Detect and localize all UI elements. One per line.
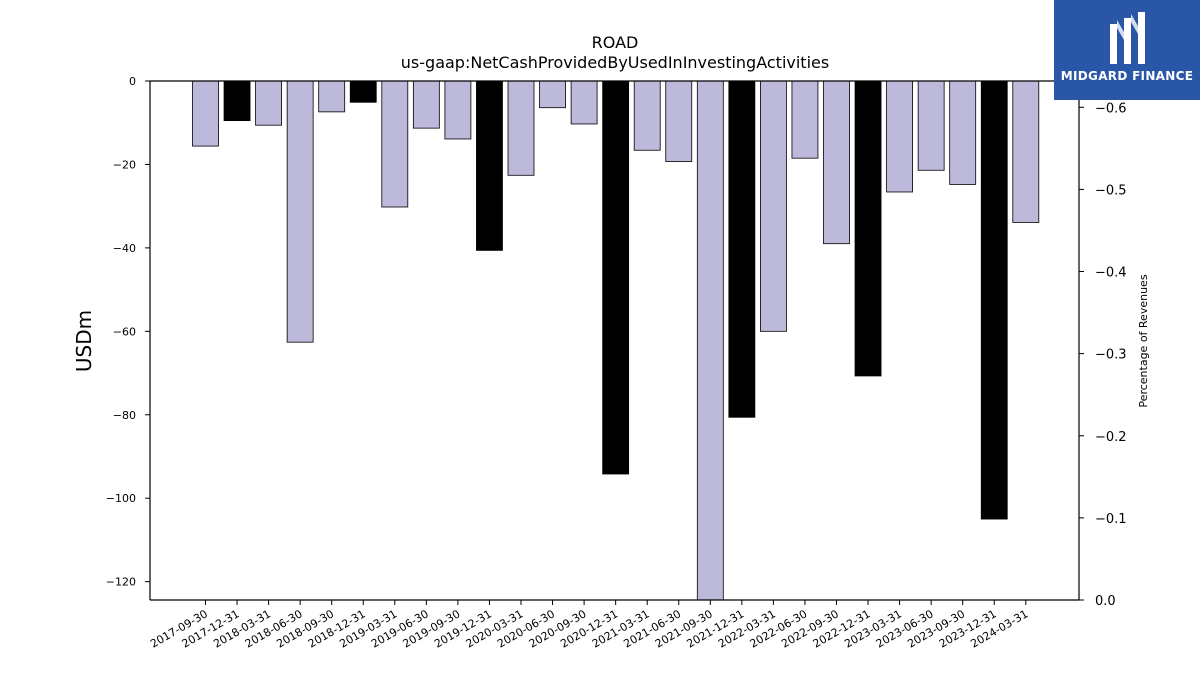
y-tick-label: 0 <box>129 75 136 88</box>
logo-text: MIDGARD FINANCE <box>1060 69 1194 83</box>
y2-tick-label: −0.1 <box>1095 512 1127 527</box>
bar-2020-03-31 <box>507 80 535 176</box>
y2-tick-label: −0.2 <box>1095 430 1127 445</box>
y2-tick-label: −0.5 <box>1095 183 1127 198</box>
chart-subtitle: us-gaap:NetCashProvidedByUsedInInvesting… <box>401 53 829 72</box>
bar-2020-06-30 <box>539 80 566 109</box>
y-tick-label: −100 <box>106 492 136 505</box>
bar-2020-09-30 <box>570 80 598 125</box>
y-tick-label: −80 <box>113 409 136 422</box>
y-tick-label: −20 <box>113 158 136 171</box>
bar-2018-03-31 <box>255 80 283 126</box>
bar-2021-09-30 <box>696 80 724 601</box>
y2-tick-label: −0.3 <box>1095 348 1127 363</box>
bar-2022-06-30 <box>791 80 819 159</box>
y2-tick-label: −0.6 <box>1095 101 1127 116</box>
y-tick-label: −60 <box>113 325 136 338</box>
logo: MIDGARD FINANCE <box>1054 0 1200 100</box>
bar-2024-03-31 <box>1012 80 1040 223</box>
y-tick-label: −40 <box>113 242 136 255</box>
bar-2022-03-31 <box>760 80 787 332</box>
chart-title: ROAD <box>592 33 639 52</box>
bar-2022-12-31 <box>854 80 882 377</box>
y-axis-label: USDm <box>72 310 96 372</box>
bar-2023-06-30 <box>917 80 945 171</box>
bar-2017-12-31 <box>223 80 251 122</box>
bar-2023-12-31 <box>980 80 1008 520</box>
y-tick-label: −120 <box>106 576 136 589</box>
bar-2020-12-31 <box>602 80 630 475</box>
bar-2018-06-30 <box>286 80 314 343</box>
bar-2019-09-30 <box>444 80 472 140</box>
bar-2021-03-31 <box>633 80 661 151</box>
y2-tick-label: −0.4 <box>1095 266 1127 281</box>
bar-2018-09-30 <box>318 80 346 113</box>
bar-2018-12-31 <box>349 80 377 103</box>
bar-2023-09-30 <box>949 80 977 185</box>
bar-2023-03-31 <box>886 80 913 193</box>
bar-2021-06-30 <box>665 80 693 162</box>
midgard-finance-logo-icon <box>1110 12 1145 64</box>
y2-axis-label: Percentage of Revenues <box>1137 274 1150 407</box>
axes-group: 0 −20 −40 −60 −80 −100 −120 0.0 −0.1 −0.2 −0.3 −0.4… <box>106 75 1127 651</box>
bar-2019-03-31 <box>381 80 409 208</box>
bar-2017-09-30 <box>192 80 219 147</box>
y2-tick-label: 0.0 <box>1095 594 1116 609</box>
bar-2019-06-30 <box>412 80 440 129</box>
bar-2022-09-30 <box>823 80 850 245</box>
bars-group <box>192 80 1040 601</box>
bar-2019-12-31 <box>476 80 503 251</box>
bar-2021-12-31 <box>728 80 756 418</box>
